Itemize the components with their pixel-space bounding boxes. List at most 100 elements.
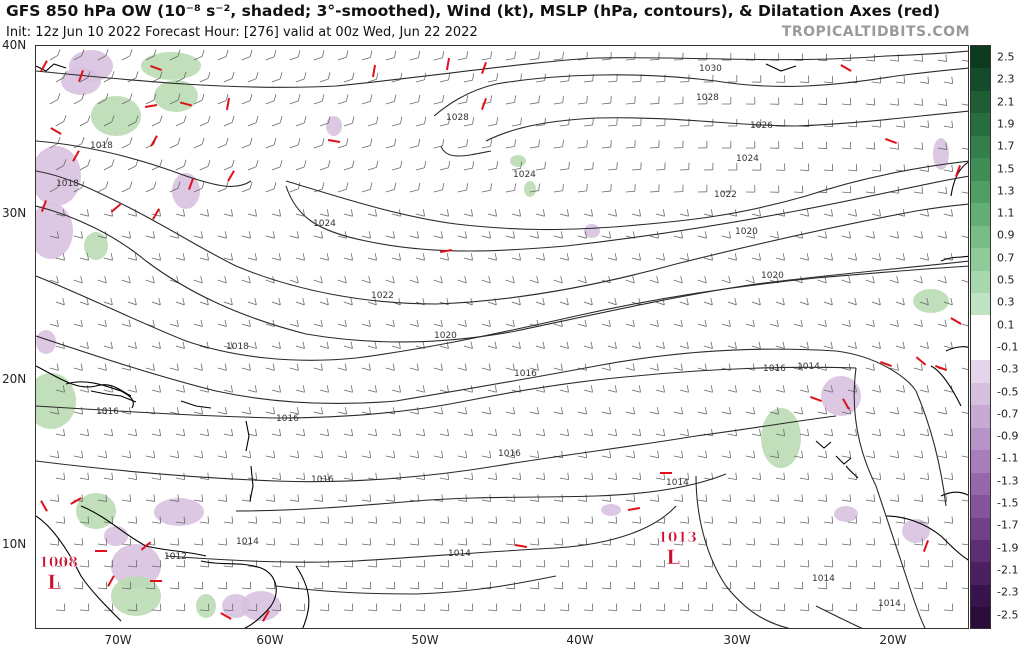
wind-barb-flag — [374, 385, 377, 393]
wind-barb-flag — [110, 297, 113, 305]
wind-barb — [193, 499, 203, 502]
wind-barb-flag — [374, 209, 377, 217]
wind-barb — [625, 58, 635, 61]
wind-barb-flag — [272, 319, 275, 327]
wind-barb-flag — [327, 160, 331, 168]
wind-barb — [265, 100, 275, 105]
wind-barb — [967, 521, 968, 523]
wind-barb — [505, 235, 515, 239]
wind-barb — [817, 147, 827, 150]
wind-barb — [865, 323, 875, 328]
wind-barb-flag — [777, 538, 780, 546]
wind-barb — [481, 455, 491, 459]
wind-barb-flag — [135, 71, 139, 79]
wind-barb — [367, 167, 377, 171]
wind-barb — [769, 367, 779, 371]
wind-barb-flag — [488, 363, 491, 371]
wind-barb — [655, 609, 665, 612]
wind-barb-flag — [951, 164, 954, 172]
wind-barb-flag — [398, 209, 401, 217]
wind-barb-flag — [758, 297, 761, 305]
wind-barb-flag — [728, 276, 731, 284]
wind-barb-flag — [921, 450, 924, 458]
wind-barb-flag — [951, 559, 954, 568]
wind-barb — [721, 543, 731, 546]
wind-barb — [943, 125, 953, 129]
wind-barb — [463, 565, 473, 568]
wind-barb — [961, 235, 968, 238]
wind-barb-flag — [398, 341, 401, 349]
wind-barb — [601, 58, 611, 61]
wind-barb-flag — [255, 472, 258, 480]
wind-barb — [847, 169, 857, 172]
wind-barb — [127, 345, 137, 349]
wind-barb — [937, 587, 947, 590]
wind-barb-flag — [279, 516, 282, 524]
colorbar-tick-label: -1.3 — [997, 474, 1019, 488]
dilatation-axis — [50, 127, 62, 135]
wind-barb-flag — [472, 161, 475, 169]
wind-barb-flag — [519, 472, 522, 480]
wind-barb — [121, 367, 131, 371]
wind-barb — [199, 345, 209, 349]
wind-barb-flag — [514, 51, 516, 59]
wind-barb — [385, 367, 395, 371]
wind-barb-flag — [873, 450, 876, 458]
wind-barb — [289, 543, 299, 546]
wind-barb-flag — [183, 159, 187, 167]
wind-barb-flag — [392, 231, 395, 239]
isobar-label: 1018 — [56, 179, 79, 189]
wind-barb-flag — [514, 95, 516, 103]
wind-barb-flag — [926, 253, 929, 261]
wind-barb-flag — [177, 93, 181, 101]
wind-barb — [649, 191, 659, 193]
wind-barb-flag — [518, 253, 521, 261]
wind-barb — [655, 521, 665, 524]
wind-barb-flag — [158, 253, 161, 261]
wind-barb — [241, 587, 251, 590]
wind-barb-flag — [224, 276, 227, 284]
wind-barb — [583, 80, 593, 83]
wind-barb — [529, 367, 539, 371]
wind-barb — [703, 213, 713, 217]
wind-barb-flag — [440, 363, 443, 371]
wind-barb-flag — [849, 494, 852, 502]
wind-barb — [775, 477, 785, 481]
colorbar — [970, 45, 991, 629]
wind-barb — [631, 521, 641, 524]
wind-barb — [583, 345, 593, 349]
coastline — [249, 465, 254, 502]
wind-barb — [265, 367, 275, 371]
wind-barb-flag — [230, 297, 233, 305]
wind-barb — [343, 389, 353, 393]
wind-barb-flag — [927, 559, 930, 568]
wind-barb — [823, 169, 833, 172]
wind-barb — [481, 189, 491, 193]
wind-barb — [559, 565, 569, 568]
wind-barb — [601, 146, 611, 149]
wind-barb — [319, 122, 329, 127]
colorbar-tick-label: 0.1 — [997, 318, 1015, 332]
wind-barb — [559, 389, 569, 393]
wind-barb-flag — [471, 559, 474, 568]
ow-negative-area — [172, 173, 200, 209]
wind-barb — [703, 345, 713, 349]
wind-barb — [583, 565, 593, 568]
dilatation-axis — [107, 575, 115, 587]
wind-barb — [409, 587, 419, 590]
wind-barb — [553, 411, 563, 415]
wind-barb — [913, 147, 923, 150]
wind-barb-flag — [327, 116, 331, 124]
wind-barb — [223, 433, 233, 437]
wind-barb-flag — [518, 297, 521, 305]
wind-barb — [49, 323, 59, 328]
wind-barb — [943, 301, 953, 306]
wind-barb-flag — [182, 341, 185, 349]
colorbar-tick-label: 1.3 — [997, 184, 1015, 198]
wind-barb-flag — [903, 559, 906, 568]
wind-barb-flag — [470, 209, 473, 217]
wind-barb — [607, 257, 617, 261]
wind-barb-flag — [873, 142, 876, 150]
wind-barb-flag — [471, 516, 474, 524]
wind-barb — [289, 144, 299, 149]
